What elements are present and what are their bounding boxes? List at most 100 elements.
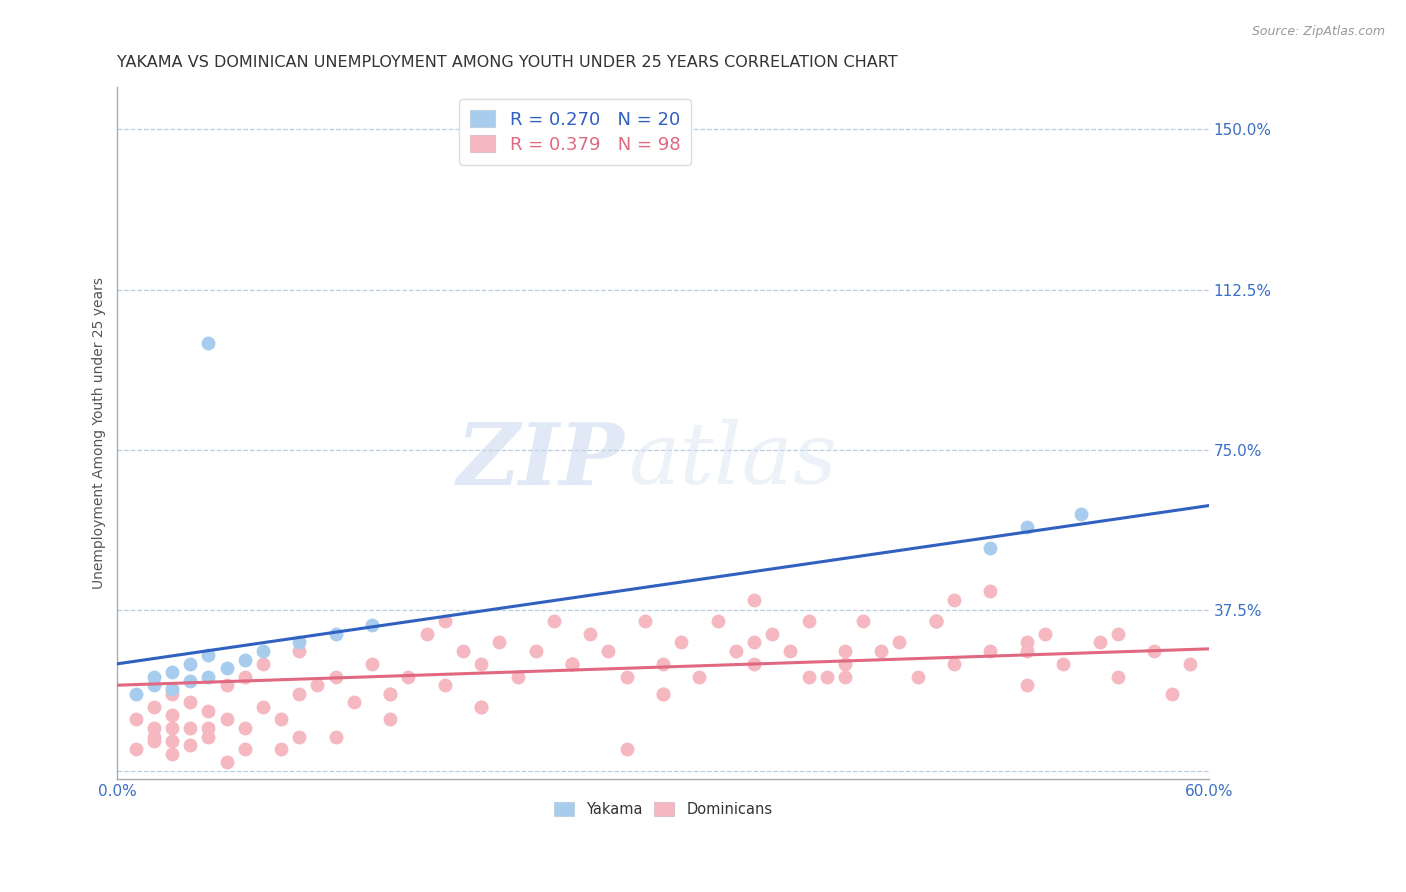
Point — [706, 614, 728, 628]
Point — [1143, 644, 1166, 658]
Point — [160, 708, 183, 723]
Point — [233, 721, 256, 735]
Point — [652, 687, 675, 701]
Point — [797, 614, 820, 628]
Point — [688, 670, 710, 684]
Point — [1107, 627, 1129, 641]
Point — [451, 644, 474, 658]
Point — [1180, 657, 1202, 671]
Point — [1015, 678, 1038, 692]
Point — [1015, 635, 1038, 649]
Point — [160, 721, 183, 735]
Point — [179, 673, 201, 688]
Point — [616, 670, 638, 684]
Point — [925, 614, 948, 628]
Point — [779, 644, 801, 658]
Point — [124, 712, 146, 726]
Point — [215, 661, 238, 675]
Text: Source: ZipAtlas.com: Source: ZipAtlas.com — [1251, 25, 1385, 38]
Point — [979, 584, 1001, 599]
Legend: Yakama, Dominicans: Yakama, Dominicans — [547, 795, 779, 824]
Point — [852, 614, 875, 628]
Point — [470, 699, 492, 714]
Point — [561, 657, 583, 671]
Point — [1033, 627, 1056, 641]
Point — [361, 657, 384, 671]
Point — [361, 618, 384, 632]
Point — [616, 742, 638, 756]
Point — [925, 614, 948, 628]
Point — [433, 614, 456, 628]
Point — [233, 742, 256, 756]
Point — [142, 678, 165, 692]
Point — [1052, 657, 1074, 671]
Point — [197, 670, 219, 684]
Point — [797, 670, 820, 684]
Point — [433, 678, 456, 692]
Point — [561, 657, 583, 671]
Point — [470, 657, 492, 671]
Point — [579, 627, 602, 641]
Point — [834, 670, 856, 684]
Point — [943, 657, 966, 671]
Point — [197, 336, 219, 351]
Text: YAKAMA VS DOMINICAN UNEMPLOYMENT AMONG YOUTH UNDER 25 YEARS CORRELATION CHART: YAKAMA VS DOMINICAN UNEMPLOYMENT AMONG Y… — [118, 55, 898, 70]
Point — [270, 742, 292, 756]
Point — [907, 670, 929, 684]
Point — [325, 627, 347, 641]
Point — [1161, 687, 1184, 701]
Point — [1107, 670, 1129, 684]
Point — [160, 747, 183, 761]
Point — [179, 721, 201, 735]
Point — [233, 670, 256, 684]
Point — [215, 712, 238, 726]
Point — [142, 699, 165, 714]
Point — [742, 592, 765, 607]
Point — [979, 541, 1001, 556]
Point — [380, 687, 402, 701]
Point — [142, 733, 165, 747]
Point — [671, 635, 693, 649]
Point — [215, 678, 238, 692]
Point — [870, 644, 893, 658]
Point — [343, 695, 366, 709]
Point — [652, 657, 675, 671]
Point — [1015, 644, 1038, 658]
Point — [288, 730, 311, 744]
Point — [506, 670, 529, 684]
Point — [834, 644, 856, 658]
Point — [325, 670, 347, 684]
Point — [415, 627, 437, 641]
Point — [179, 657, 201, 671]
Point — [142, 730, 165, 744]
Point — [197, 730, 219, 744]
Point — [742, 657, 765, 671]
Point — [160, 733, 183, 747]
Point — [197, 721, 219, 735]
Point — [179, 738, 201, 752]
Point — [943, 592, 966, 607]
Point — [325, 730, 347, 744]
Point — [598, 644, 620, 658]
Point — [1088, 635, 1111, 649]
Y-axis label: Unemployment Among Youth under 25 years: Unemployment Among Youth under 25 years — [93, 277, 107, 589]
Point — [252, 699, 274, 714]
Point — [561, 657, 583, 671]
Point — [215, 755, 238, 769]
Point — [380, 687, 402, 701]
Point — [634, 614, 657, 628]
Point — [288, 635, 311, 649]
Point — [179, 695, 201, 709]
Point — [233, 652, 256, 666]
Point — [197, 648, 219, 663]
Point — [270, 712, 292, 726]
Point — [761, 627, 783, 641]
Point — [252, 644, 274, 658]
Point — [488, 635, 510, 649]
Point — [724, 644, 747, 658]
Point — [524, 644, 547, 658]
Point — [470, 699, 492, 714]
Point — [288, 644, 311, 658]
Point — [252, 657, 274, 671]
Point — [815, 670, 838, 684]
